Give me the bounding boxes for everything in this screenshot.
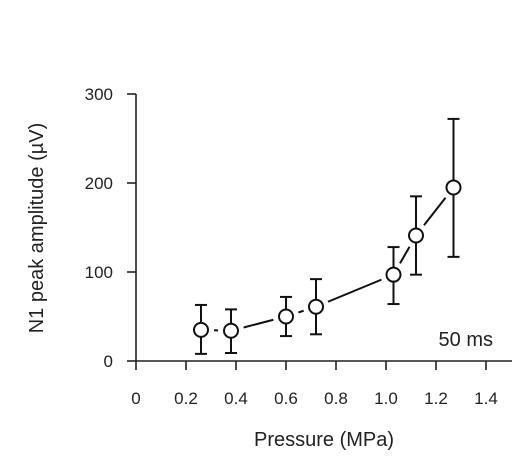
y-axis-label: N1 peak amplitude (µV) [26, 123, 48, 334]
x-tick-label: 0 [131, 389, 140, 408]
data-point [408, 227, 424, 244]
data-point [223, 322, 239, 339]
duration-annotation: 50 ms [439, 329, 493, 351]
error-bar [387, 246, 400, 306]
x-tick-label: 1.4 [474, 389, 498, 408]
y-ticks: 0 100 200 300 [85, 85, 136, 371]
data-points [193, 179, 462, 339]
connector-line [399, 246, 411, 264]
y-tick-label: 300 [85, 85, 113, 104]
x-tick-label: 0.2 [174, 389, 198, 408]
data-point [445, 179, 462, 196]
connector-line [243, 318, 274, 329]
x-tick-label: 0.6 [274, 389, 298, 408]
error-bar [225, 308, 237, 354]
x-ticks: 0 0.2 0.4 0.6 0.8 1.0 1.2 1.4 [131, 361, 498, 408]
error-bar [447, 117, 460, 258]
connector-line [327, 278, 382, 303]
x-tick-label: 0.4 [224, 389, 248, 408]
error-bar [280, 295, 292, 338]
x-axis-label: Pressure (MPa) [254, 429, 394, 451]
data-point [278, 308, 294, 325]
error-bar [310, 278, 322, 336]
x-axis: 0 0.2 0.4 0.6 0.8 1.0 1.2 1.4 [131, 360, 512, 408]
connector-lines [213, 197, 447, 332]
error-bars [195, 117, 460, 355]
y-tick-label: 0 [104, 352, 113, 371]
error-bar [410, 195, 422, 276]
y-axis: 0 100 200 300 [85, 85, 137, 371]
connector-line [298, 309, 304, 314]
error-bar [195, 303, 207, 355]
data-point [193, 321, 209, 338]
y-tick-label: 200 [85, 174, 113, 193]
data-point [308, 298, 324, 315]
x-tick-label: 0.8 [324, 389, 348, 408]
x-tick-label: 1.2 [424, 389, 448, 408]
x-tick-label: 1.0 [374, 389, 398, 408]
data-point [385, 266, 402, 283]
y-tick-label: 100 [85, 263, 113, 282]
connector-line [423, 197, 447, 226]
